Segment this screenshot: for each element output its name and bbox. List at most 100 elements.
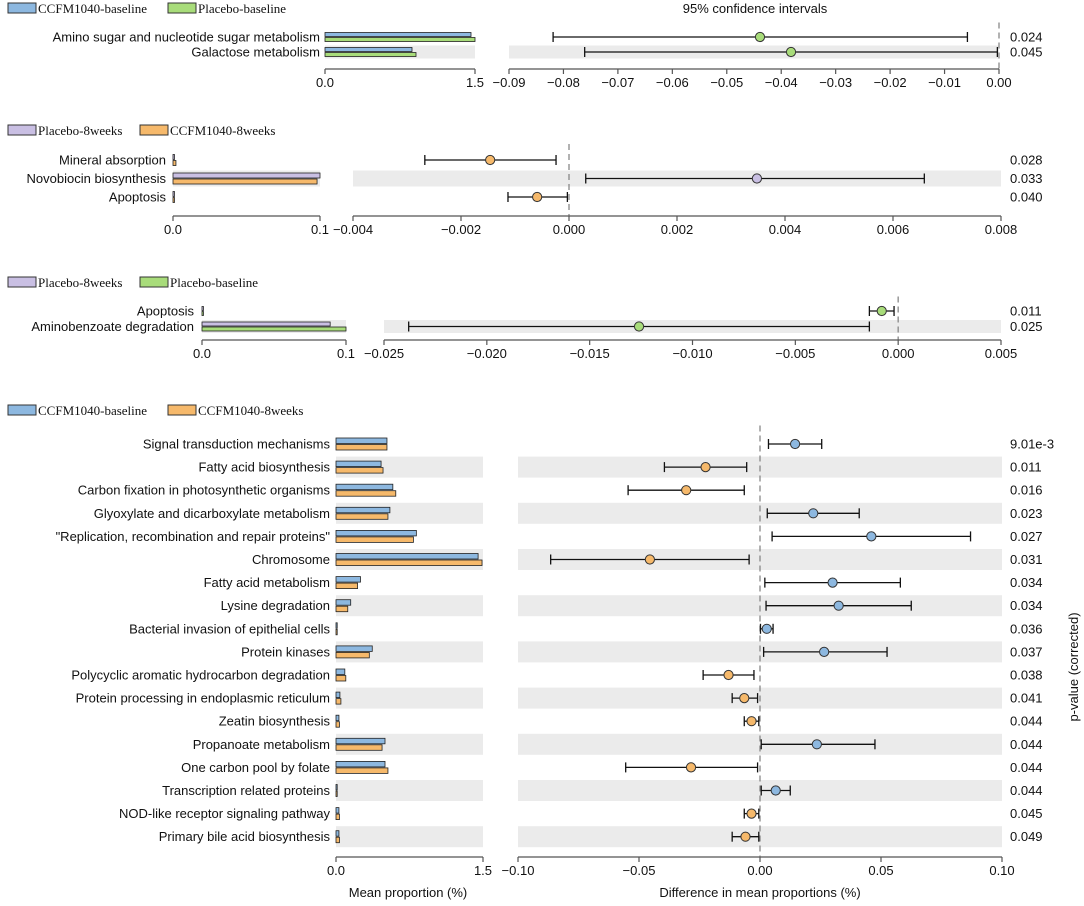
mean-bar-p3-r10-a: [335, 668, 346, 675]
mean-bar-p3-r15-b: [335, 790, 338, 797]
diff-tick-label-p1-2: 0.000: [553, 222, 586, 237]
mean-bar-p3-r5-a: [335, 553, 479, 560]
mean-bar-p3-r9-a: [335, 645, 373, 652]
mean-bar-p3-r10-b: [335, 675, 347, 682]
diff-tick-label-p1-5: 0.006: [877, 222, 910, 237]
mean-bar-p3-r5-b: [335, 559, 483, 566]
diff-tick-label-p0-6: −0.03: [819, 75, 852, 90]
mean-tick-label-p0-1: 1.5: [466, 75, 484, 90]
mean-bar-p3-r2-b: [335, 490, 397, 497]
row-label-p0-r0: Amino sugar and nucleotide sugar metabol…: [53, 30, 320, 45]
diff-tick-label-p3-4: 0.10: [989, 863, 1014, 878]
diff-point-p3-r1: [700, 462, 711, 473]
band-mean-p3-r11: [336, 687, 483, 709]
diff-point-p3-r17: [740, 831, 751, 842]
row-label-p3-r1: Fatty acid biosynthesis: [198, 460, 330, 475]
legend-label-p0-0: CCFM1040-baseline: [38, 1, 147, 16]
diff-tick-label-p3-2: 0.00: [747, 863, 772, 878]
diff-point-p3-r0: [789, 438, 801, 450]
diff-tick-label-p0-7: −0.02: [874, 75, 907, 90]
mean-bar-p3-r4-a: [335, 530, 417, 537]
legend-label-p3-1: CCFM1040-8weeks: [198, 403, 303, 418]
mean-bar-p3-r9-b: [335, 652, 370, 659]
p-value-p3-r9: 0.037: [1010, 644, 1043, 659]
row-label-p3-r2: Carbon fixation in photosynthetic organi…: [78, 483, 331, 498]
row-label-p3-r7: Lysine degradation: [221, 598, 330, 613]
row-label-p3-r17: Primary bile acid biosynthesis: [159, 829, 331, 844]
row-label-p3-r4: "Replication, recombination and repair p…: [56, 529, 331, 544]
mean-tick-label-p1-1: 0.1: [311, 222, 329, 237]
diff-tick-label-p0-0: −0.09: [493, 75, 526, 90]
mean-bar-p3-r3-b: [335, 513, 389, 520]
mean-bar-p1-r2-a: [172, 191, 175, 197]
band-mean-p3-r15: [336, 780, 483, 801]
mean-bar-p3-r0-b: [335, 444, 388, 451]
diff-tick-label-p0-8: −0.01: [928, 75, 961, 90]
mean-bar-p3-r3-a: [335, 506, 391, 514]
row-label-p0-r1: Galactose metabolism: [191, 45, 320, 60]
p-value-p3-r5: 0.031: [1010, 552, 1043, 567]
mean-tick-label-p1-0: 0.0: [164, 222, 182, 237]
mean-bar-p3-r7-a: [335, 599, 352, 606]
diff-point-p3-r6: [827, 577, 838, 588]
legend-swatch-p2-0: [7, 276, 37, 288]
p-value-p3-r16: 0.045: [1010, 806, 1043, 821]
xlabel-difference: Difference in mean proportions (%): [659, 885, 860, 900]
diff-point-p3-r15: [770, 785, 781, 796]
mean-bar-p3-r11-a: [335, 691, 341, 698]
diff-point-p1-r1: [751, 173, 763, 184]
mean-bar-p2-r0-b: [201, 311, 204, 316]
row-label-p2-r1: Aminobenzoate degradation: [31, 319, 194, 334]
legend-label-p2-1: Placebo-baseline: [170, 275, 258, 290]
mean-bar-p1-r1-a: [172, 172, 321, 179]
mean-bar-p3-r13-a: [335, 737, 386, 745]
figure-title: 95% confidence intervals: [683, 1, 828, 16]
mean-bar-p3-r11-b: [335, 698, 342, 705]
diff-tick-label-p2-6: 0.005: [985, 346, 1018, 361]
mean-bar-p3-r6-b: [335, 582, 358, 589]
p-value-p3-r10: 0.038: [1010, 668, 1043, 683]
diff-tick-label-p0-5: −0.04: [765, 75, 798, 90]
diff-tick-label-p0-1: −0.08: [547, 75, 580, 90]
diff-tick-label-p2-4: −0.005: [775, 346, 815, 361]
legend-label-p1-0: Placebo-8weeks: [38, 123, 122, 138]
band-mean-p3-r7: [336, 595, 483, 617]
mean-bar-p3-r15-a: [335, 784, 338, 791]
mean-bar-p3-r1-b: [335, 467, 384, 474]
diff-point-p0-r0: [754, 31, 766, 43]
row-label-p3-r0: Signal transduction mechanisms: [143, 437, 331, 452]
mean-bar-p3-r16-b: [335, 813, 340, 820]
mean-bar-p3-r6-a: [335, 576, 361, 583]
mean-bar-p1-r2-b: [172, 197, 175, 203]
p-value-p3-r11: 0.041: [1010, 691, 1043, 706]
row-label-p3-r10: Polycyclic aromatic hydrocarbon degradat…: [71, 668, 330, 683]
legend-label-p2-0: Placebo-8weeks: [38, 275, 122, 290]
mean-bar-p1-r0-b: [172, 160, 177, 166]
p-value-p3-r14: 0.044: [1010, 760, 1043, 775]
diff-tick-label-p2-0: −0.025: [364, 346, 404, 361]
legend-label-p3-0: CCFM1040-baseline: [38, 403, 147, 418]
mean-bar-p0-r0-a: [324, 32, 472, 37]
mean-bar-p0-r1-b: [324, 52, 417, 57]
band-mean-p3-r5: [336, 549, 483, 570]
p-value-p0-r1: 0.045: [1010, 45, 1043, 60]
mean-bar-p1-r1-b: [172, 178, 318, 185]
mean-bar-p3-r1-a: [335, 460, 382, 468]
p-value-p3-r6: 0.034: [1010, 575, 1043, 590]
p-value-p3-r8: 0.036: [1010, 621, 1043, 636]
mean-bar-p3-r0-a: [335, 437, 388, 444]
mean-bar-p3-r7-b: [335, 605, 349, 613]
band-diff-p3-r9: [518, 641, 1002, 663]
row-label-p3-r15: Transcription related proteins: [162, 783, 330, 798]
mean-bar-p3-r14-a: [335, 761, 386, 768]
row-label-p3-r14: One carbon pool by folate: [181, 760, 330, 775]
mean-bar-p3-r12-a: [335, 714, 340, 722]
row-label-p1-r2: Apoptosis: [109, 190, 167, 205]
row-label-p2-r0: Apoptosis: [137, 304, 195, 319]
diff-point-p1-r2: [532, 191, 543, 203]
diff-tick-label-p3-1: −0.05: [623, 863, 656, 878]
mean-bar-p2-r1-b: [201, 326, 347, 332]
diff-point-p3-r9: [819, 646, 830, 658]
diff-point-p3-r7: [833, 600, 844, 611]
row-label-p3-r6: Fatty acid metabolism: [204, 575, 330, 590]
